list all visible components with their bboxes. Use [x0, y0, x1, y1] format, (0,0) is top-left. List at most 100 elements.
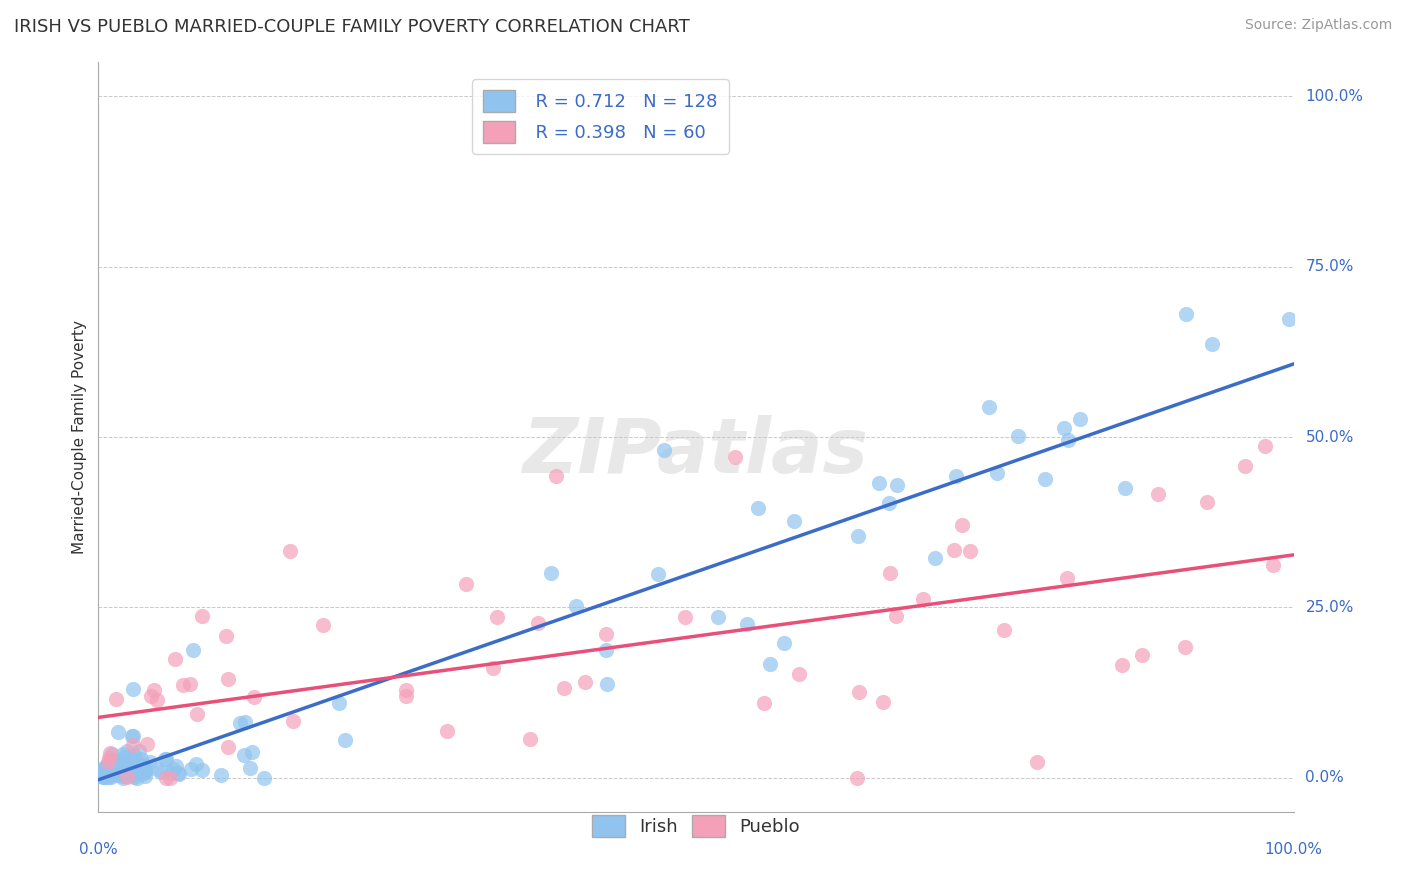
Text: 100.0%: 100.0% [1306, 89, 1364, 104]
Point [395, 689, 418, 703]
Point [101, 762, 124, 776]
Point [118, 756, 141, 771]
Point [181, 643, 204, 657]
Point [233, 714, 256, 729]
Point [595, 643, 617, 657]
Point [122, 770, 145, 784]
Point [846, 771, 869, 785]
Point [114, 750, 136, 764]
Point [97, 755, 120, 769]
Point [454, 577, 477, 591]
Point [986, 467, 1008, 481]
Point [135, 764, 157, 778]
Text: Source: ZipAtlas.com: Source: ZipAtlas.com [1244, 18, 1392, 32]
Point [103, 763, 125, 777]
Point [134, 765, 156, 780]
Point [1174, 307, 1197, 321]
Point [872, 696, 894, 710]
Point [146, 693, 169, 707]
Point [243, 690, 266, 704]
Point [886, 477, 908, 491]
Point [98, 746, 121, 760]
Point [977, 400, 1000, 414]
Point [90, 769, 112, 783]
Point [647, 566, 669, 581]
Point [105, 762, 128, 776]
Point [115, 767, 138, 781]
Point [1261, 558, 1284, 573]
Point [107, 763, 129, 777]
Point [209, 768, 232, 782]
Point [96, 765, 118, 780]
Point [1130, 648, 1153, 662]
Point [115, 764, 138, 779]
Point [1025, 755, 1047, 769]
Point [96, 767, 118, 781]
Point [783, 514, 806, 528]
Point [167, 766, 190, 780]
Point [1201, 337, 1223, 351]
Point [540, 566, 562, 580]
Point [129, 762, 152, 776]
Point [553, 681, 575, 695]
Point [229, 716, 252, 731]
Text: ZIPatlas: ZIPatlas [523, 415, 869, 489]
Point [122, 766, 145, 780]
Point [752, 696, 775, 710]
Point [333, 733, 356, 747]
Point [132, 765, 155, 780]
Point [1057, 434, 1080, 448]
Point [114, 766, 136, 780]
Point [186, 757, 208, 772]
Point [747, 500, 769, 515]
Point [993, 623, 1015, 637]
Point [97, 767, 120, 781]
Point [723, 450, 745, 464]
Point [103, 766, 125, 780]
Point [155, 751, 177, 765]
Point [105, 756, 128, 771]
Point [574, 675, 596, 690]
Point [121, 729, 143, 743]
Point [87, 764, 110, 779]
Point [101, 747, 124, 761]
Point [596, 677, 619, 691]
Point [91, 769, 114, 783]
Point [94, 770, 117, 784]
Point [122, 682, 145, 697]
Point [436, 724, 458, 739]
Y-axis label: Married-Couple Family Poverty: Married-Couple Family Poverty [72, 320, 87, 554]
Point [103, 758, 125, 772]
Point [100, 766, 122, 780]
Point [153, 752, 176, 766]
Point [94, 759, 117, 773]
Point [159, 765, 181, 780]
Point [848, 685, 870, 699]
Point [90, 768, 112, 782]
Point [186, 706, 208, 721]
Text: 0.0%: 0.0% [1306, 770, 1344, 785]
Point [101, 753, 124, 767]
Point [735, 617, 758, 632]
Point [112, 747, 135, 761]
Point [884, 609, 907, 624]
Point [114, 769, 136, 783]
Point [139, 755, 162, 769]
Point [328, 696, 350, 710]
Point [100, 753, 122, 767]
Point [125, 771, 148, 785]
Point [253, 771, 276, 785]
Point [486, 609, 509, 624]
Point [93, 770, 115, 784]
Point [1234, 459, 1257, 474]
Text: 25.0%: 25.0% [1306, 600, 1354, 615]
Point [179, 677, 201, 691]
Point [118, 759, 141, 773]
Point [673, 610, 696, 624]
Text: 75.0%: 75.0% [1306, 260, 1354, 274]
Text: 100.0%: 100.0% [1264, 842, 1323, 856]
Point [112, 764, 135, 779]
Point [108, 762, 131, 776]
Point [111, 769, 134, 783]
Point [943, 543, 966, 558]
